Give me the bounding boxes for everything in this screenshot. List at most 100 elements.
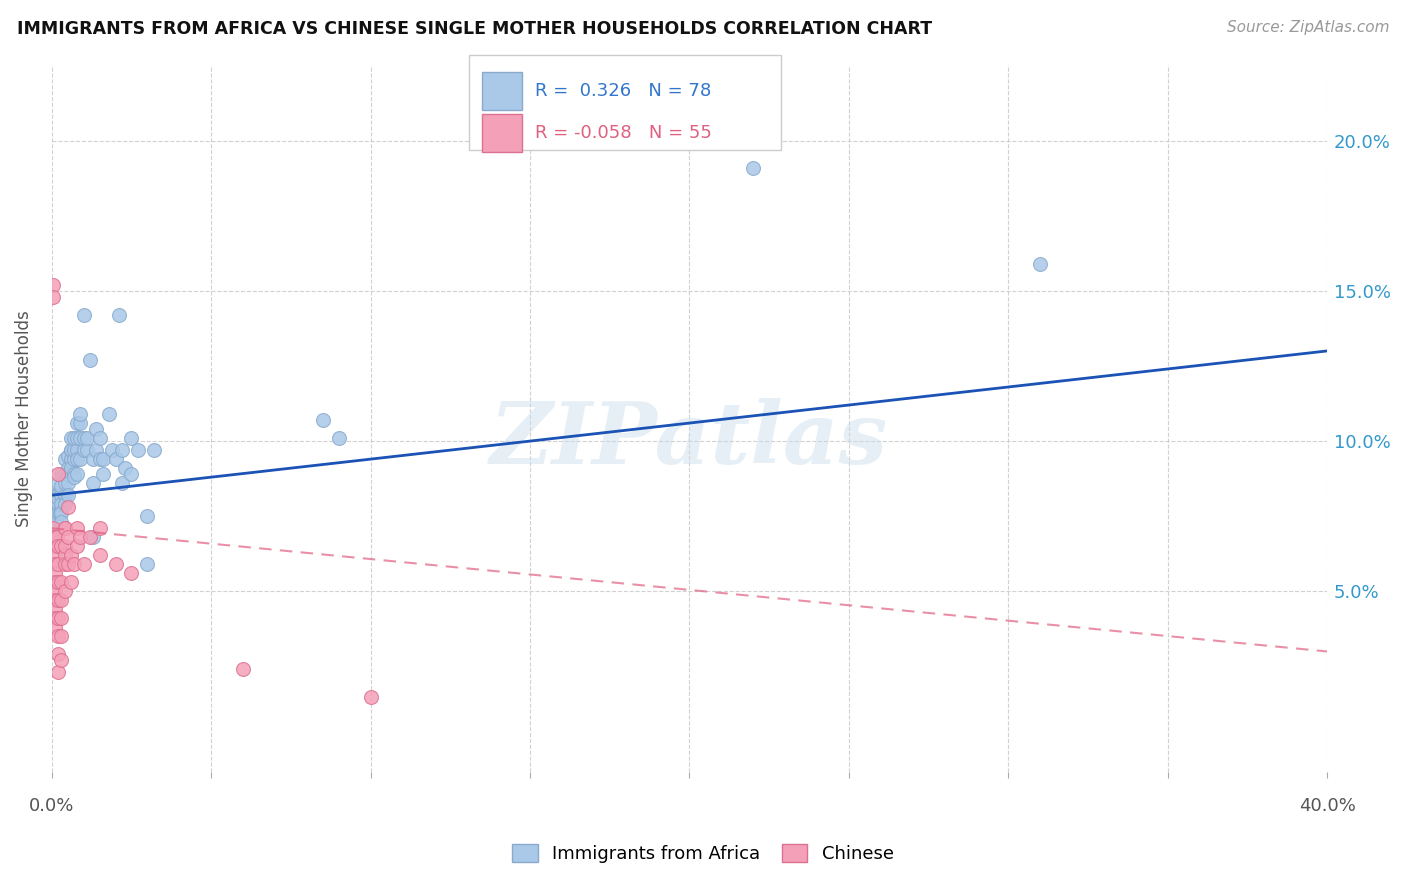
Point xyxy=(46,539,69,553)
Legend: Immigrants from Africa, Chinese: Immigrants from Africa, Chinese xyxy=(503,835,903,872)
Text: R = -0.058   N = 55: R = -0.058 N = 55 xyxy=(536,124,711,142)
Point xyxy=(76,443,98,458)
Point xyxy=(136,509,159,524)
Point xyxy=(66,416,89,430)
Point xyxy=(51,467,73,482)
Point xyxy=(59,452,82,467)
Point xyxy=(56,500,79,515)
Point xyxy=(44,515,66,529)
Point xyxy=(46,665,69,680)
Point xyxy=(312,413,335,427)
Point xyxy=(142,443,165,458)
Point xyxy=(79,530,101,544)
Point xyxy=(44,558,66,572)
Point xyxy=(44,549,66,563)
Point xyxy=(86,422,108,436)
Point xyxy=(89,452,111,467)
Point xyxy=(63,443,86,458)
Point xyxy=(66,452,89,467)
Point xyxy=(86,443,108,458)
Point xyxy=(89,549,111,563)
Point xyxy=(44,584,66,599)
Point xyxy=(127,443,149,458)
Point xyxy=(66,467,89,482)
Point xyxy=(46,593,69,607)
Point xyxy=(56,467,79,482)
FancyBboxPatch shape xyxy=(481,71,523,111)
Point xyxy=(742,161,765,175)
Point xyxy=(120,431,142,445)
Text: ZIPatlas: ZIPatlas xyxy=(491,398,889,482)
Point xyxy=(82,476,104,491)
Point xyxy=(44,620,66,634)
Point xyxy=(98,407,121,421)
Point xyxy=(44,602,66,616)
Point xyxy=(72,443,94,458)
Point xyxy=(69,431,91,445)
Point xyxy=(48,506,70,520)
Point xyxy=(59,443,82,458)
Point xyxy=(44,506,66,520)
Point xyxy=(63,470,86,484)
FancyBboxPatch shape xyxy=(468,54,782,150)
FancyBboxPatch shape xyxy=(481,113,523,153)
Point xyxy=(101,443,124,458)
Point xyxy=(82,530,104,544)
Point xyxy=(59,549,82,563)
Point xyxy=(120,467,142,482)
Point xyxy=(42,290,65,304)
Point xyxy=(104,452,127,467)
Point xyxy=(46,476,69,491)
Point xyxy=(45,488,67,502)
Point xyxy=(51,506,73,520)
Point xyxy=(91,467,114,482)
Point xyxy=(44,593,66,607)
Point xyxy=(45,530,67,544)
Point xyxy=(56,558,79,572)
Point xyxy=(53,497,76,511)
Point xyxy=(69,452,91,467)
Point xyxy=(76,431,98,445)
Point xyxy=(51,629,73,643)
Point xyxy=(53,476,76,491)
Point xyxy=(107,308,129,322)
Point xyxy=(46,491,69,506)
Point xyxy=(66,539,89,553)
Point xyxy=(56,449,79,463)
Point xyxy=(69,416,91,430)
Point xyxy=(69,407,91,421)
Point xyxy=(53,521,76,535)
Text: IMMIGRANTS FROM AFRICA VS CHINESE SINGLE MOTHER HOUSEHOLDS CORRELATION CHART: IMMIGRANTS FROM AFRICA VS CHINESE SINGLE… xyxy=(17,20,932,37)
Point xyxy=(63,558,86,572)
Point xyxy=(46,506,69,520)
Point xyxy=(63,467,86,482)
Point xyxy=(66,521,89,535)
Point xyxy=(44,611,66,625)
Point xyxy=(56,476,79,491)
Point xyxy=(42,277,65,292)
Point xyxy=(41,530,63,544)
Point xyxy=(46,558,69,572)
Point xyxy=(111,476,134,491)
Point xyxy=(53,488,76,502)
Point xyxy=(72,558,94,572)
Point xyxy=(51,539,73,553)
Text: R =  0.326   N = 78: R = 0.326 N = 78 xyxy=(536,82,711,100)
Point xyxy=(59,461,82,475)
Point xyxy=(114,461,136,475)
Point xyxy=(46,467,69,482)
Point xyxy=(46,648,69,662)
Point xyxy=(44,575,66,590)
Point xyxy=(1029,257,1052,271)
Point xyxy=(56,488,79,502)
Point xyxy=(56,461,79,475)
Point xyxy=(56,530,79,544)
Point xyxy=(46,488,69,502)
Point xyxy=(232,663,254,677)
Point xyxy=(89,431,111,445)
Point xyxy=(63,431,86,445)
Point xyxy=(53,467,76,482)
Point xyxy=(72,431,94,445)
Point xyxy=(59,443,82,458)
Text: 0.0%: 0.0% xyxy=(30,797,75,814)
